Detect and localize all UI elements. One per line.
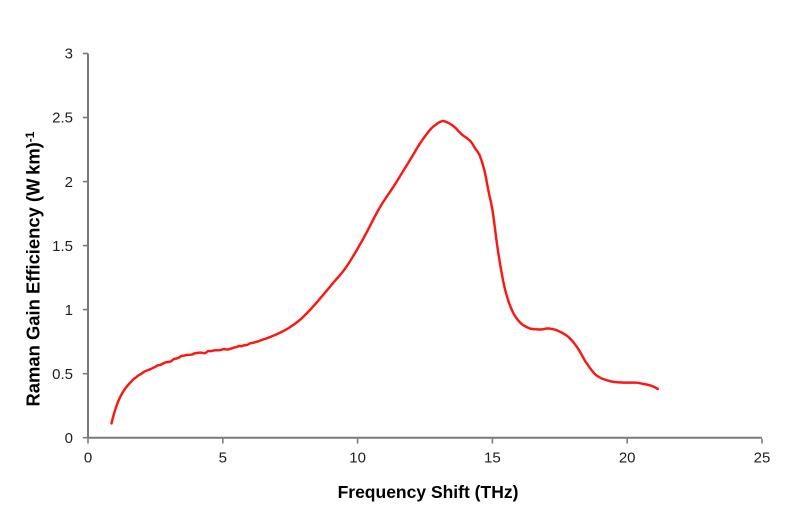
svg-text:0.5: 0.5 — [52, 366, 73, 383]
svg-text:20: 20 — [619, 450, 636, 467]
svg-text:2: 2 — [65, 174, 73, 191]
svg-text:1: 1 — [65, 302, 73, 319]
svg-text:25: 25 — [754, 450, 771, 467]
svg-text:Frequency Shift (THz): Frequency Shift (THz) — [338, 482, 519, 502]
svg-text:2.5: 2.5 — [52, 110, 73, 127]
svg-text:1.5: 1.5 — [52, 238, 73, 255]
svg-text:10: 10 — [349, 450, 366, 467]
svg-text:15: 15 — [484, 450, 501, 467]
svg-text:3: 3 — [65, 46, 73, 63]
svg-text:Raman Gain Efficiency (W km)-1: Raman Gain Efficiency (W km)-1 — [23, 131, 44, 406]
svg-text:0: 0 — [84, 450, 92, 467]
svg-text:0: 0 — [65, 430, 73, 447]
svg-text:5: 5 — [219, 450, 227, 467]
